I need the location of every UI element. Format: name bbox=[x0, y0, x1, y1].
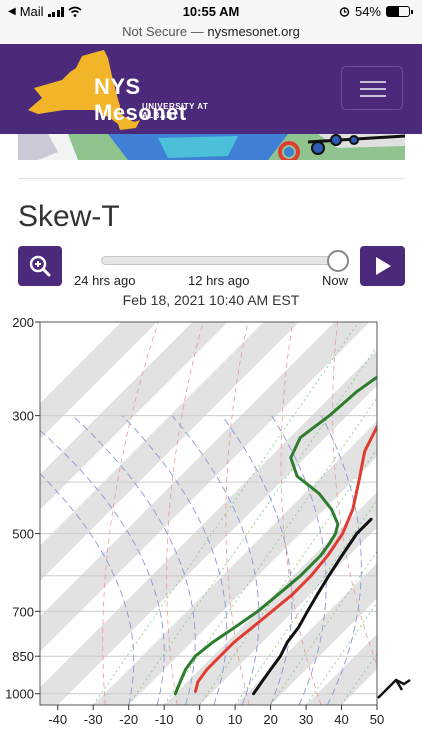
map-preview[interactable] bbox=[18, 134, 405, 160]
play-button[interactable] bbox=[360, 246, 405, 286]
moist-adiabat-line bbox=[121, 415, 228, 705]
moist-adiabat-line bbox=[72, 415, 196, 705]
battery-fill bbox=[387, 7, 399, 16]
x-tick-label: -20 bbox=[119, 712, 138, 727]
zoom-button[interactable] bbox=[18, 246, 62, 286]
y-tick-label: 300 bbox=[12, 409, 34, 424]
moist-adiabat-line bbox=[320, 415, 362, 705]
dewpoint-trace bbox=[173, 375, 377, 696]
mixing-ratio-line bbox=[341, 653, 377, 705]
mixing-ratio-line bbox=[199, 448, 377, 705]
url-bar[interactable]: Not Secure — nysmesonet.org bbox=[0, 22, 422, 44]
slider-label-24h: 24 hrs ago bbox=[74, 273, 136, 288]
map-preview-image bbox=[18, 134, 405, 160]
time-slider-thumb[interactable] bbox=[327, 250, 349, 272]
x-tick-label: 40 bbox=[334, 712, 348, 727]
status-left: ◀ Mail bbox=[8, 4, 82, 19]
url-security-label: Not Secure — bbox=[122, 24, 204, 39]
skew-t-chart[interactable]: -40 -30 -20 -10 0 10 20 30 40 50 200 300 500 700 850 1… bbox=[0, 314, 422, 750]
y-tick-label: 850 bbox=[12, 649, 34, 664]
dry-adiabat-line bbox=[166, 322, 204, 705]
x-tick-label: 10 bbox=[228, 712, 242, 727]
mixing-ratio-line bbox=[305, 601, 377, 705]
url-domain: nysmesonet.org bbox=[207, 24, 300, 39]
status-right: 54% bbox=[339, 4, 413, 19]
isotherm-band bbox=[40, 322, 370, 652]
battery-icon bbox=[386, 6, 413, 17]
time-slider-track[interactable] bbox=[101, 256, 341, 265]
observation-timestamp: Feb 18, 2021 10:40 AM EST bbox=[122, 292, 300, 308]
x-tick-label: -10 bbox=[155, 712, 174, 727]
dry-adiabat-line bbox=[381, 322, 422, 705]
y-tick-label: 200 bbox=[12, 315, 34, 330]
slider-label-now: Now bbox=[322, 273, 349, 288]
alarm-icon bbox=[339, 7, 350, 17]
wifi-icon bbox=[68, 6, 82, 17]
isotherm-band bbox=[40, 350, 377, 705]
dry-adiabat-line bbox=[225, 322, 250, 705]
new-york-state-shape-icon bbox=[28, 50, 140, 130]
dry-adiabat-line bbox=[280, 322, 322, 705]
dry-adiabat-line bbox=[102, 322, 159, 705]
x-tick-label: 30 bbox=[299, 712, 313, 727]
moist-adiabat-line bbox=[221, 415, 293, 705]
moist-adiabat-line bbox=[40, 472, 135, 705]
x-tick-label: 0 bbox=[196, 712, 203, 727]
moist-adiabat-line bbox=[271, 415, 327, 705]
y-tick-label: 1000 bbox=[5, 687, 34, 702]
x-tick-label: -30 bbox=[84, 712, 103, 727]
dry-adiabat-line bbox=[332, 322, 377, 667]
temperature-trace bbox=[194, 423, 377, 693]
carrier-label[interactable]: Mail bbox=[19, 4, 44, 19]
moist-adiabat-line bbox=[171, 415, 260, 705]
parcel-trace bbox=[252, 517, 373, 696]
y-tick-label: 500 bbox=[12, 527, 34, 542]
moist-adiabat-line bbox=[40, 429, 165, 705]
mixing-ratio-line bbox=[234, 499, 377, 705]
mixing-ratio-line bbox=[270, 550, 377, 705]
x-tick-label: -40 bbox=[48, 712, 67, 727]
status-time: 10:55 AM bbox=[182, 4, 240, 19]
play-icon bbox=[376, 257, 391, 275]
battery-percent: 54% bbox=[354, 4, 381, 19]
mixing-ratio-line bbox=[92, 322, 359, 705]
menu-button[interactable] bbox=[341, 66, 403, 110]
y-tick-label: 700 bbox=[12, 604, 34, 619]
status-bar: ◀ Mail 10:55 AM 54% bbox=[0, 0, 422, 22]
x-tick-label: 20 bbox=[263, 712, 277, 727]
isotherm-band bbox=[164, 492, 377, 705]
page-title: Skew-T bbox=[18, 200, 120, 233]
back-arrow-icon[interactable]: ◀ bbox=[8, 6, 16, 17]
site-header: NYS Mesonet UNIVERSITY AT ALBANY bbox=[0, 44, 422, 134]
brand-name: NYS Mesonet bbox=[94, 74, 187, 125]
wind-barb-icon bbox=[377, 678, 411, 699]
isotherm-band bbox=[377, 322, 422, 705]
zoom-in-icon bbox=[29, 255, 51, 277]
plot-frame bbox=[39, 321, 378, 706]
x-tick-label: 50 bbox=[370, 712, 384, 727]
mixing-ratio-line bbox=[128, 345, 377, 705]
site-logo[interactable]: NYS Mesonet UNIVERSITY AT ALBANY bbox=[24, 48, 224, 132]
signal-icon bbox=[47, 6, 65, 17]
mixing-ratio-line bbox=[163, 397, 377, 705]
section-divider bbox=[18, 178, 405, 179]
slider-label-12h: 12 hrs ago bbox=[188, 273, 250, 288]
brand-subtitle: UNIVERSITY AT ALBANY bbox=[142, 102, 209, 120]
